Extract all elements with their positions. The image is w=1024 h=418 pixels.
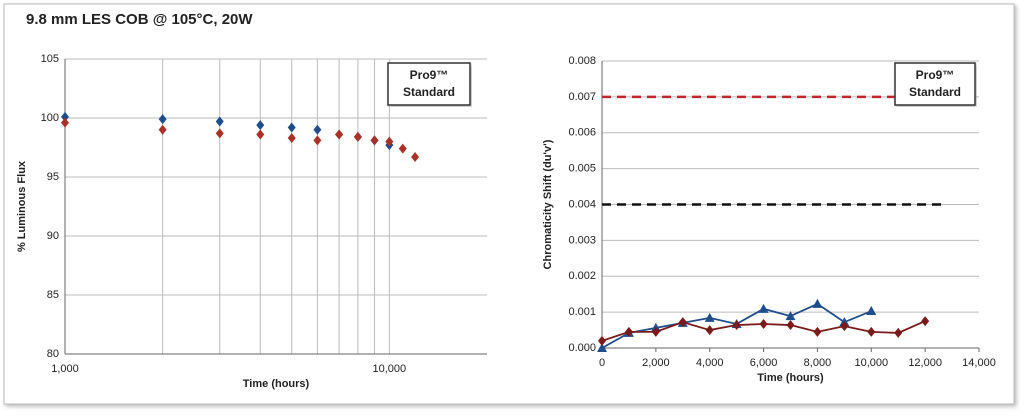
data-point <box>313 135 322 146</box>
y-tick-label: 0.008 <box>568 55 596 67</box>
y-axis-label: % Luminous Flux <box>16 160 28 252</box>
y-tick-label: 0.006 <box>568 127 596 139</box>
data-point <box>385 136 394 147</box>
y-axis-label: Chromaticity Shift (du'v') <box>542 139 554 269</box>
legend-label: Pro9™ <box>916 68 955 82</box>
legend-label: Standard <box>909 85 961 99</box>
data-point <box>651 326 660 337</box>
data-point <box>313 124 322 135</box>
y-tick-label: 0.004 <box>568 198 596 210</box>
data-point <box>411 151 420 162</box>
y-tick-label: 90 <box>47 230 59 242</box>
data-point <box>598 335 606 346</box>
data-point <box>786 320 795 331</box>
legend-box <box>894 62 976 106</box>
data-point <box>867 326 876 337</box>
data-point <box>921 316 930 327</box>
y-tick-label: 0.000 <box>568 342 596 354</box>
y-tick-label: 0.007 <box>568 91 596 103</box>
y-tick-label: 105 <box>41 53 59 65</box>
page-title: 9.8 mm LES COB @ 105°C, 20W <box>26 11 253 28</box>
y-tick-label: 100 <box>41 112 59 124</box>
x-tick-label: 1,000 <box>51 363 79 375</box>
data-point <box>158 124 167 135</box>
x-tick-label: 12,000 <box>908 357 942 369</box>
data-point <box>370 135 379 146</box>
data-point <box>256 120 265 131</box>
y-tick-label: 0.001 <box>568 306 596 318</box>
data-point <box>758 303 769 313</box>
data-point <box>287 133 296 144</box>
data-point <box>705 325 714 336</box>
data-point <box>215 128 224 139</box>
data-point <box>759 318 768 329</box>
x-tick-label: 10,000 <box>854 357 888 369</box>
data-point <box>215 116 224 127</box>
data-point <box>256 129 265 140</box>
y-tick-label: 85 <box>47 289 59 301</box>
y-tick-label: 0.002 <box>568 270 596 282</box>
x-axis-label: Time (hours) <box>243 378 310 390</box>
data-point <box>335 129 344 140</box>
data-point <box>597 343 607 352</box>
data-point <box>840 321 849 332</box>
x-tick-label: 14,000 <box>962 357 996 369</box>
data-point <box>678 317 687 328</box>
y-tick-label: 95 <box>47 171 59 183</box>
y-tick-label: 0.003 <box>568 234 596 246</box>
x-tick-label: 8,000 <box>804 357 832 369</box>
y-tick-label: 0.005 <box>568 163 596 175</box>
data-point <box>812 298 823 308</box>
data-point <box>624 326 633 337</box>
data-point <box>287 122 296 133</box>
data-point <box>813 326 822 337</box>
data-point <box>158 114 167 125</box>
x-tick-label: 10,000 <box>373 363 407 375</box>
legend-box <box>387 62 471 106</box>
data-point <box>61 117 69 128</box>
x-axis-label: Time (hours) <box>757 372 824 384</box>
x-tick-label: 6,000 <box>750 357 778 369</box>
data-point <box>61 111 69 122</box>
x-tick-label: 2,000 <box>642 357 670 369</box>
x-tick-label: 4,000 <box>696 357 724 369</box>
legend-label: Standard <box>403 85 455 99</box>
data-point <box>785 311 796 321</box>
legend-label: Pro9™ <box>410 68 449 82</box>
data-point <box>353 131 362 142</box>
x-tick-label: 0 <box>599 357 605 369</box>
data-point <box>894 327 903 338</box>
data-point <box>704 312 715 322</box>
data-point <box>866 306 877 316</box>
y-tick-label: 80 <box>47 348 59 360</box>
data-point <box>398 143 407 154</box>
data-point <box>732 320 741 331</box>
